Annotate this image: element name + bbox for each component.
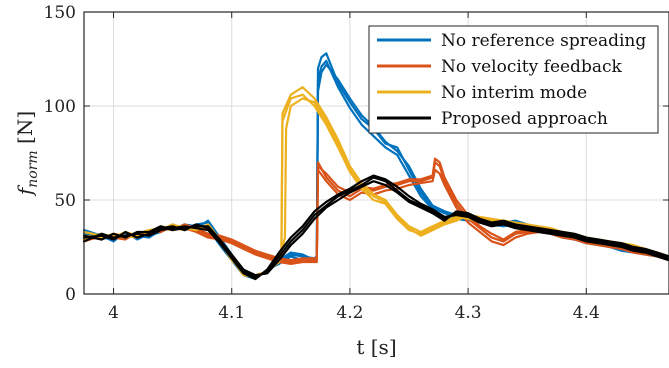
- legend-label-2: No interim mode: [441, 83, 587, 103]
- series-line-3-run-1: [82, 174, 669, 281]
- y-tick-label-1: 50: [54, 191, 76, 211]
- y-axis-title-sub: norm: [25, 150, 41, 187]
- series-line-1-run-2: [82, 157, 669, 262]
- legend-label-1: No velocity feedback: [441, 57, 622, 77]
- y-axis-title: fnorm [N]: [13, 111, 41, 197]
- y-axis-title-unit: [N]: [13, 111, 37, 150]
- axes-layer: 4 4.1 4.2 4.3 4.4 0 50 100 150 t [s] fnorm [N]: [13, 3, 669, 359]
- series-line-3-run-0: [82, 176, 669, 279]
- plot-frame: [83, 11, 669, 295]
- x-tick-label-4: 4.4: [573, 303, 600, 323]
- x-tick-label-1: 4.1: [218, 303, 245, 323]
- legend-box: [368, 25, 659, 134]
- x-axis-title: t [s]: [356, 335, 396, 359]
- x-tick-label-2: 4.2: [336, 303, 363, 323]
- legend-label-3: Proposed approach: [441, 109, 608, 129]
- series-1: [82, 157, 669, 265]
- series-layer: [82, 52, 669, 281]
- series-3: [82, 174, 669, 281]
- y-tick-label-2: 100: [44, 97, 76, 117]
- series-line-1-run-1: [82, 168, 669, 265]
- legend-label-0: No reference spreading: [441, 31, 646, 51]
- x-tick-label-3: 4.3: [455, 303, 482, 323]
- y-tick-label-0: 0: [65, 285, 76, 305]
- series-line-3-run-2: [82, 180, 669, 277]
- x-tick-label-0: 4: [108, 303, 119, 323]
- legend: No reference spreading No velocity feedba…: [368, 25, 659, 134]
- y-tick-label-3: 150: [44, 3, 76, 23]
